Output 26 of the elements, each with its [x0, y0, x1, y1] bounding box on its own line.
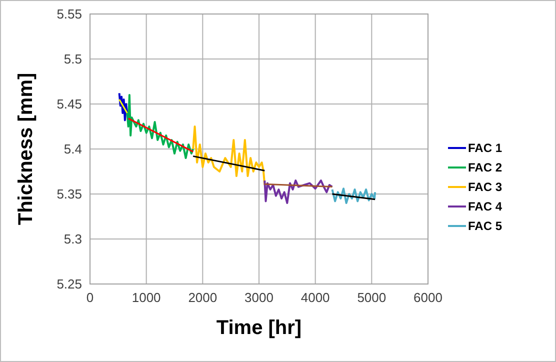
x-tick-label: 1000 [132, 290, 161, 305]
y-tick-label: 5.45 [56, 96, 82, 112]
y-axis-title: Thickness [mm] [15, 72, 37, 226]
x-tick-label: 3000 [244, 290, 274, 305]
legend-label: FAC 1 [468, 141, 502, 156]
legend-label: FAC 4 [468, 200, 502, 214]
legend-label: FAC 2 [468, 160, 502, 175]
line-series [264, 180, 334, 204]
y-tick-label: 5.35 [56, 186, 82, 202]
x-tick-label: 4000 [300, 290, 330, 305]
x-axis-title: Time [hr] [216, 317, 302, 339]
x-tick-label: 2000 [188, 290, 218, 305]
x-tick-label: 0 [86, 290, 94, 305]
line-series [118, 92, 128, 122]
y-tick-label: 5.55 [56, 6, 82, 22]
line-series [331, 188, 376, 204]
y-tick-label: 5.5 [64, 52, 82, 67]
line-series [126, 94, 194, 159]
x-tick-label: 5000 [357, 290, 386, 305]
y-tick-label: 5.3 [64, 232, 82, 247]
legend-label: FAC 5 [468, 219, 502, 234]
y-tick-label: 5.25 [56, 276, 82, 292]
x-tick-label: 6000 [414, 290, 442, 305]
line-series [192, 126, 266, 186]
y-tick-label: 5.4 [64, 142, 82, 157]
legend-label: FAC 3 [468, 180, 502, 194]
